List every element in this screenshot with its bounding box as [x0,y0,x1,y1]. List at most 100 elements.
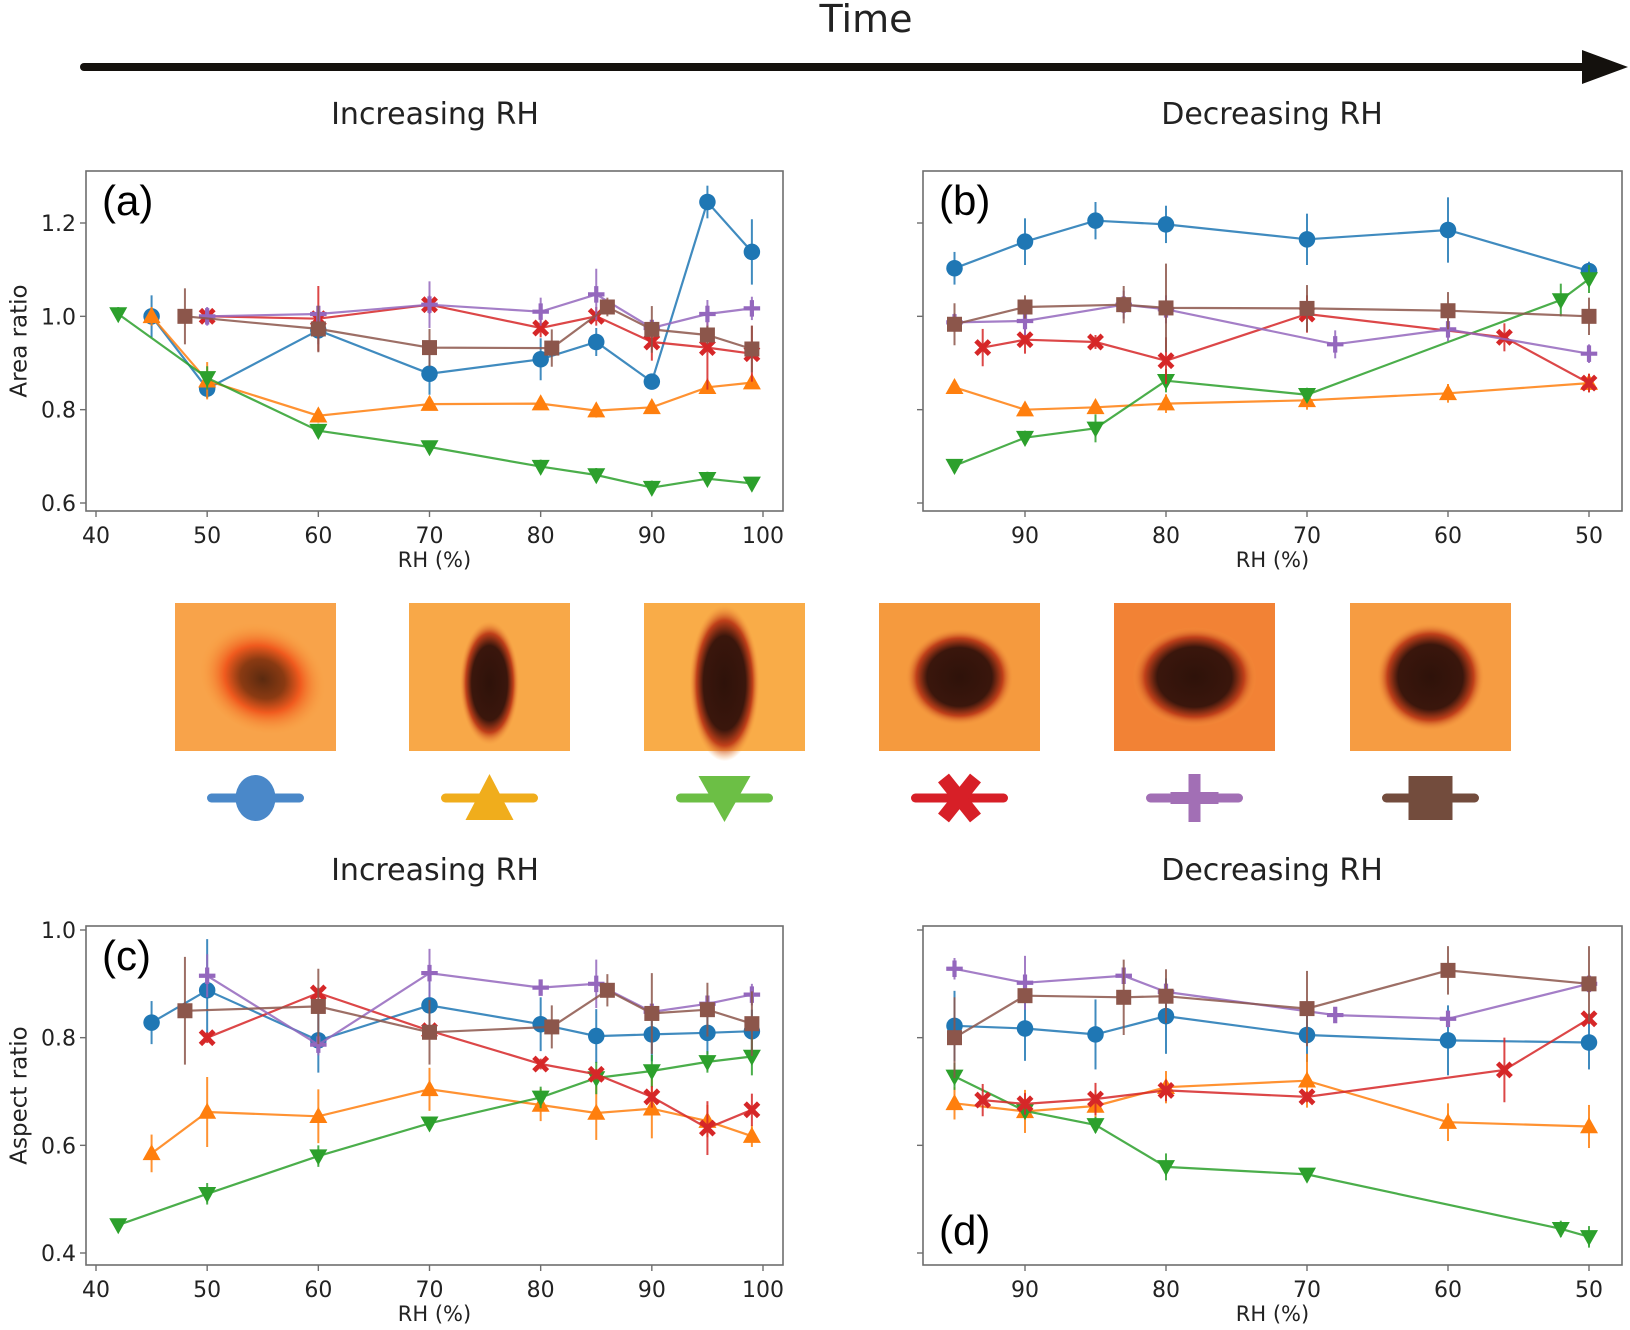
data-point [1439,1010,1457,1028]
triangle-down-marker-icon [698,776,751,822]
data-point [945,377,964,395]
data-point [642,1064,661,1081]
data-point [744,341,760,357]
data-point [1551,1222,1570,1239]
data-point [310,321,326,337]
series-s5 [946,955,1598,1028]
data-point [642,398,661,415]
x-tick-label: 60 [1434,1278,1462,1303]
y-tick-label: 0.4 [41,1242,76,1267]
data-point [946,960,963,978]
data-point [198,308,216,325]
triangle-up-marker-icon [465,774,514,820]
y-axis-label: Area ratio [7,284,33,397]
x-tick-label: 60 [1434,524,1462,549]
data-point [1298,1071,1316,1088]
x-axis-label: RH (%) [1236,548,1309,572]
x-tick-label: 50 [193,524,221,549]
data-point [422,340,437,356]
data-point [1087,1090,1104,1108]
y-tick-label: 0.8 [41,1027,76,1052]
x-tick-label: 70 [1293,1278,1321,1303]
series-line-s1 [954,1014,1590,1044]
series-s4 [974,1010,1598,1117]
data-point [1439,384,1457,401]
data-point [142,307,161,324]
data-point [699,193,716,211]
series-line-s5 [207,293,753,330]
panel-a-frame [85,170,784,512]
series-s1 [143,185,761,398]
series-s6 [177,288,760,373]
series-line-s3 [954,1075,1590,1238]
decreasing-rh-top-label: Decreasing RH [1161,97,1383,132]
data-point [1157,1081,1175,1099]
series-line-s4 [206,991,753,1130]
data-point [588,333,605,351]
data-point [1087,333,1104,351]
data-point [1116,989,1132,1005]
x-tick-label: 40 [82,524,110,549]
series-s5 [198,948,761,1056]
x-tick-label: 90 [638,524,666,549]
data-point [742,1126,761,1143]
data-point [587,468,606,485]
data-point [544,1019,560,1035]
data-point [422,1024,437,1040]
y-tick-label: 1.0 [41,919,76,944]
increasing-rh-top-label: Increasing RH [331,97,539,132]
y-axis-label: Aspect ratio [7,1026,33,1164]
series-s6 [947,946,1597,1079]
series-line-s1 [150,199,753,391]
data-point [198,1029,216,1047]
x-tick-label: 100 [742,1278,784,1303]
data-point [742,476,761,493]
series-s6 [947,263,1597,353]
data-point [946,260,963,277]
data-point [1326,336,1344,353]
data-point [420,394,439,411]
data-point [743,1101,761,1119]
x-tick-label: 60 [304,524,332,549]
x-tick-label: 80 [1152,524,1180,549]
x-tick-label: 80 [1152,1278,1180,1303]
data-point [1439,1032,1457,1049]
x-tick-label: 80 [527,524,555,549]
data-point [177,1003,193,1019]
x-tick-label: 60 [304,1278,332,1303]
data-point [698,339,716,357]
data-point [698,471,717,489]
y-tick-label: 1.2 [41,212,76,237]
y-tick-label: 0.6 [41,1134,76,1159]
x-axis-label: RH (%) [398,1302,471,1326]
data-point [1086,1118,1105,1135]
legend-item-s6 [1350,603,1511,820]
series-line-s5 [206,971,753,1047]
data-point [1298,1167,1316,1184]
panel-a: 40 50 60 70 80 90 100 0.6 0.8 1.0 1.2 RH (%) Area ra… [7,170,784,572]
data-point [198,967,216,985]
series-s4 [198,286,761,390]
data-point [421,365,438,382]
data-point [1157,394,1175,411]
data-point [699,1002,715,1018]
data-point [544,340,560,356]
data-point [699,327,715,343]
data-point [1017,299,1033,315]
data-point [587,1065,605,1083]
series-s3 [945,265,1598,475]
data-point [974,339,992,357]
panel-d: 90 80 70 60 50 RH (%) (d) [917,925,1623,1326]
data-point [1495,1061,1513,1079]
data-point [1495,328,1513,346]
data-point [698,1119,716,1137]
data-point [143,1014,160,1031]
data-point [177,308,193,324]
data-point [1158,300,1174,316]
data-point [699,305,716,323]
data-point [588,1027,605,1045]
x-tick-label: 90 [1011,1278,1039,1303]
panel-c-frame [85,925,784,1266]
data-point [1439,221,1457,239]
data-point [310,998,326,1014]
